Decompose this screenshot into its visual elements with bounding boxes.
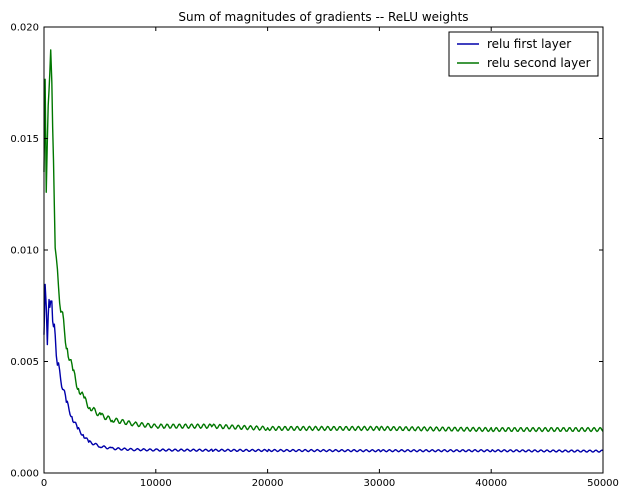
y-axis: 0.000 0.005 0.010 0.015 0.020 <box>10 23 603 480</box>
y-tick-label: 0.015 <box>10 134 39 145</box>
series-line-1 <box>43 283 604 453</box>
x-tick-label: 0 <box>41 478 47 489</box>
x-tick-label: 10000 <box>140 478 172 489</box>
y-tick-label: 0.005 <box>10 357 39 368</box>
y-tick-label: 0.020 <box>10 23 39 34</box>
plot-area-frame <box>43 26 604 474</box>
legend-box <box>448 31 599 77</box>
y-tick-label: 0.010 <box>10 246 39 257</box>
x-tick-label: 40000 <box>475 478 507 489</box>
series-layer <box>43 49 604 453</box>
legend-label-2: relu second layer <box>487 56 591 70</box>
x-tick-label: 20000 <box>252 478 284 489</box>
legend-label-1: relu first layer <box>487 37 571 51</box>
x-tick-label: 50000 <box>587 478 619 489</box>
legend: relu first layer relu second layer <box>448 31 599 77</box>
x-tick-label: 30000 <box>363 478 395 489</box>
y-tick-label: 0.000 <box>10 469 39 480</box>
series-line-2 <box>43 49 604 433</box>
chart-title: Sum of magnitudes of gradients -- ReLU w… <box>178 10 468 24</box>
x-axis: 0 10000 20000 30000 40000 50000 <box>41 27 619 489</box>
